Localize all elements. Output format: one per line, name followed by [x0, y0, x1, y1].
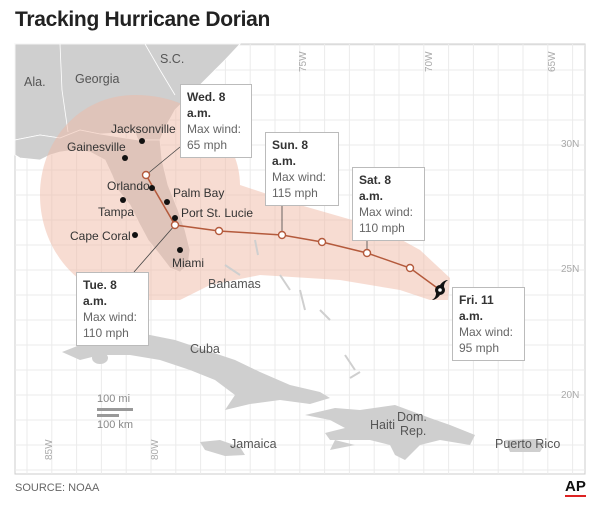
grid-label-70w: 70W: [424, 51, 435, 72]
source-credit: SOURCE: NOAA: [15, 482, 100, 494]
callout-wind: 65 mph: [187, 138, 228, 152]
grid-label-85w: 85W: [44, 439, 55, 460]
label-puerto-rico: Puerto Rico: [495, 437, 561, 451]
grid-label-75w: 75W: [298, 51, 309, 72]
storm-track: [145, 174, 441, 291]
map-title: Tracking Hurricane Dorian: [15, 8, 271, 31]
label-dom-rep-2: Rep.: [400, 424, 427, 438]
callout-sat: Sat. 8 a.m. Max wind: 110 mph: [352, 167, 425, 241]
callout-label: Max wind:: [83, 310, 138, 324]
scale-bar-mi: [97, 408, 133, 411]
grid-label-30n: 30N: [561, 139, 580, 150]
callout-wind: 95 mph: [459, 341, 500, 355]
callout-tue: Tue. 8 a.m. Max wind: 110 mph: [76, 272, 149, 346]
label-bahamas: Bahamas: [208, 277, 261, 291]
jamaica: [200, 440, 245, 456]
city-miami: Miami: [172, 256, 204, 270]
callout-label: Max wind:: [272, 170, 327, 184]
callout-label: Max wind:: [459, 325, 514, 339]
city-cape-coral: Cape Coral: [70, 229, 131, 243]
callout-sun: Sun. 8 a.m. Max wind: 115 mph: [265, 132, 339, 206]
city-orlando: Orlando: [107, 179, 150, 193]
city-jacksonville: Jacksonville: [111, 122, 176, 136]
label-haiti: Haiti: [370, 418, 396, 432]
callout-label: Max wind:: [359, 205, 414, 219]
bahamas-islands: [224, 239, 361, 379]
track-points: [141, 170, 415, 273]
callout-time: Wed. 8 a.m.: [187, 90, 226, 120]
label-south-carolina: S.C.: [160, 52, 185, 66]
callout-time: Fri. 11 a.m.: [459, 293, 494, 323]
cuba: [62, 333, 330, 410]
scale-bar-km: [97, 414, 119, 417]
callout-wed: Wed. 8 a.m. Max wind: 65 mph: [180, 84, 252, 158]
callout-wind: 115 mph: [272, 186, 318, 200]
city-dots: [120, 138, 183, 253]
city-gainesville: Gainesville: [67, 140, 126, 154]
callout-label: Max wind:: [187, 122, 242, 136]
label-alabama: Ala.: [24, 75, 46, 89]
callout-time: Tue. 8 a.m.: [83, 278, 117, 308]
puerto-rico: [505, 439, 545, 452]
scale-label-mi: 100 mi: [97, 393, 131, 405]
grid-label-80w: 80W: [150, 439, 161, 460]
grid-label-65w: 65W: [547, 51, 558, 72]
grid-label-25n: 25N: [561, 264, 580, 275]
callout-wind: 110 mph: [359, 221, 405, 235]
callout-fri: Fri. 11 a.m. Max wind: 95 mph: [452, 287, 525, 361]
city-palm-bay: Palm Bay: [173, 186, 225, 200]
label-jamaica: Jamaica: [230, 437, 277, 451]
city-tampa: Tampa: [98, 205, 135, 219]
grid-label-20n: 20N: [561, 390, 580, 401]
scale-label-km: 100 km: [97, 419, 134, 431]
hispaniola: [305, 405, 475, 460]
label-georgia: Georgia: [75, 72, 120, 86]
callout-wind: 110 mph: [83, 326, 129, 340]
hurricane-icon: [432, 280, 448, 300]
callout-time: Sun. 8 a.m.: [272, 138, 309, 168]
label-cuba: Cuba: [190, 342, 220, 356]
city-port-st-lucie: Port St. Lucie: [181, 206, 254, 220]
label-dom-rep-1: Dom.: [397, 410, 427, 424]
callout-time: Sat. 8 a.m.: [359, 173, 392, 203]
ap-logo: AP: [565, 478, 586, 497]
